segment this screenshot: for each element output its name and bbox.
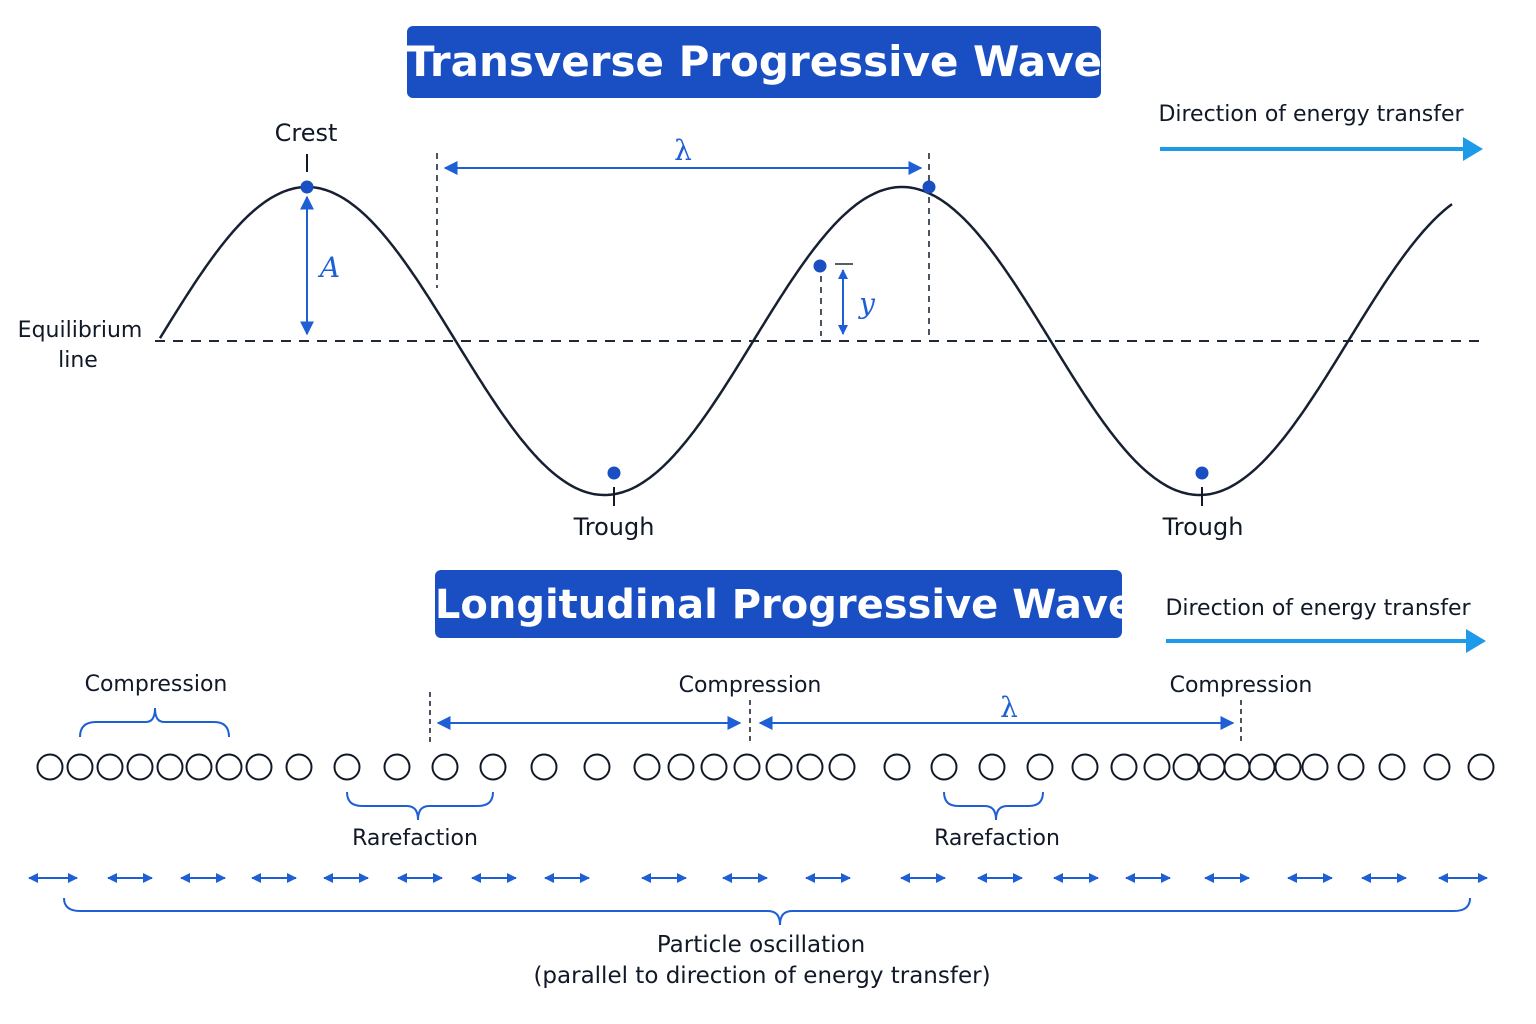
second-crest-point xyxy=(922,180,936,194)
compression-label-1: Compression xyxy=(85,672,228,697)
compression-label-3: Compression xyxy=(1170,673,1313,698)
particle xyxy=(1026,753,1054,781)
particle xyxy=(667,753,695,781)
longitudinal-wavelength-symbol: λ xyxy=(1000,691,1018,724)
transverse-direction-indicator: Direction of energy transfer xyxy=(1158,102,1483,161)
particle xyxy=(1198,753,1226,781)
longitudinal-title: Longitudinal Progressive Wave xyxy=(435,582,1135,628)
displacement-symbol: y xyxy=(857,287,876,320)
particle xyxy=(796,753,824,781)
rarefaction-brace-1 xyxy=(346,791,494,821)
particle xyxy=(700,753,728,781)
particle xyxy=(633,753,661,781)
particle xyxy=(185,753,213,781)
particle xyxy=(126,753,154,781)
compression-brace-1 xyxy=(79,707,230,738)
transverse-title-banner: Transverse Progressive Wave xyxy=(406,26,1102,98)
transverse-title: Transverse Progressive Wave xyxy=(406,37,1102,86)
compression-label-2: Compression xyxy=(679,673,822,698)
particle xyxy=(1337,753,1365,781)
particle xyxy=(1248,753,1276,781)
particle xyxy=(530,753,558,781)
oscillation-brace xyxy=(63,897,1471,926)
longitudinal-title-banner: Longitudinal Progressive Wave xyxy=(435,570,1135,638)
transverse-wave-curve xyxy=(158,185,1453,497)
particle xyxy=(1423,753,1451,781)
particle xyxy=(431,753,459,781)
particle xyxy=(1301,753,1329,781)
particle xyxy=(765,753,793,781)
trough-label-1: Trough xyxy=(573,513,655,541)
particle xyxy=(930,753,958,781)
particle xyxy=(383,753,411,781)
trough-point-2 xyxy=(1195,466,1209,480)
amplitude-symbol: A xyxy=(317,251,340,284)
particle xyxy=(978,753,1006,781)
particle xyxy=(1467,753,1495,781)
particle xyxy=(215,753,243,781)
particle xyxy=(245,753,273,781)
transverse-direction-arrowhead-icon xyxy=(1463,137,1483,161)
transverse-wavelength-symbol: λ xyxy=(674,134,692,167)
particle xyxy=(333,753,361,781)
longitudinal-direction-label: Direction of energy transfer xyxy=(1165,596,1471,621)
particle xyxy=(828,753,856,781)
particle xyxy=(66,753,94,781)
trough-point-1 xyxy=(607,466,621,480)
particle xyxy=(156,753,184,781)
particle xyxy=(1143,753,1171,781)
particle xyxy=(883,753,911,781)
particle xyxy=(1110,753,1138,781)
displacement-point xyxy=(813,259,827,273)
particle xyxy=(479,753,507,781)
rarefaction-brace-2 xyxy=(943,791,1044,821)
crest-point xyxy=(300,180,314,194)
particle xyxy=(1274,753,1302,781)
particle-row xyxy=(36,753,1495,781)
rarefaction-label-2: Rarefaction xyxy=(934,826,1060,851)
equilibrium-label-line2: line xyxy=(58,348,98,373)
particle xyxy=(285,753,313,781)
particle xyxy=(36,753,64,781)
crest-label: Crest xyxy=(275,119,338,147)
longitudinal-direction-arrowhead-icon xyxy=(1466,629,1486,653)
longitudinal-direction-indicator: Direction of energy transfer xyxy=(1165,596,1486,653)
oscillation-label-line1: Particle oscillation xyxy=(657,932,865,958)
transverse-direction-label: Direction of energy transfer xyxy=(1158,102,1464,127)
particle xyxy=(96,753,124,781)
particle xyxy=(1071,753,1099,781)
rarefaction-label-1: Rarefaction xyxy=(352,826,478,851)
particle xyxy=(1223,753,1251,781)
trough-label-2: Trough xyxy=(1162,513,1244,541)
equilibrium-label-line1: Equilibrium xyxy=(18,318,143,343)
particle xyxy=(1378,753,1406,781)
particle xyxy=(583,753,611,781)
oscillation-label-line2: (parallel to direction of energy transfe… xyxy=(533,963,990,989)
particle xyxy=(1172,753,1200,781)
particle xyxy=(733,753,761,781)
